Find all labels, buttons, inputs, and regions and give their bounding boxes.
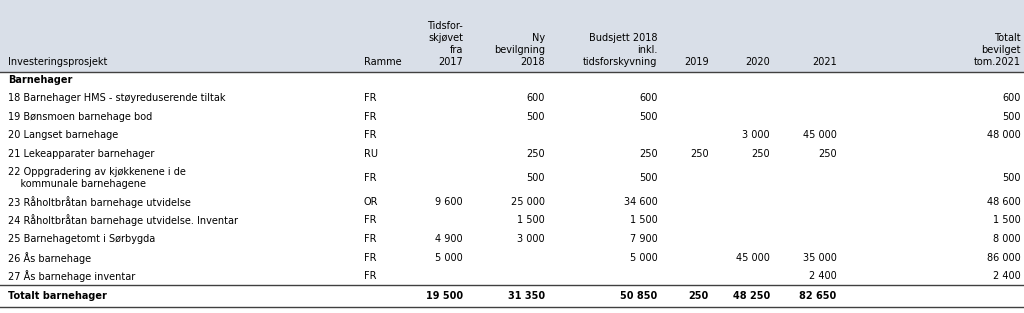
Text: 8 000: 8 000 bbox=[993, 234, 1021, 244]
Text: 19 500: 19 500 bbox=[426, 291, 463, 301]
Text: 7 900: 7 900 bbox=[630, 234, 657, 244]
Text: 2020: 2020 bbox=[745, 57, 770, 67]
Text: 9 600: 9 600 bbox=[435, 197, 463, 207]
Text: 500: 500 bbox=[639, 173, 657, 183]
Text: 250: 250 bbox=[752, 149, 770, 159]
Text: FR: FR bbox=[364, 93, 376, 103]
Text: Ramme: Ramme bbox=[364, 57, 401, 67]
Text: 31 350: 31 350 bbox=[508, 291, 545, 301]
Text: 34 600: 34 600 bbox=[624, 197, 657, 207]
Text: Totalt
bevilget
tom.2021: Totalt bevilget tom.2021 bbox=[974, 33, 1021, 67]
Text: 26 Ås barnehage: 26 Ås barnehage bbox=[8, 252, 91, 264]
Text: 82 650: 82 650 bbox=[800, 291, 837, 301]
Text: Investeringsprosjekt: Investeringsprosjekt bbox=[8, 57, 108, 67]
Text: RU: RU bbox=[364, 149, 378, 159]
Bar bbox=[0, 4, 1024, 72]
Text: 1 500: 1 500 bbox=[630, 215, 657, 225]
Text: 250: 250 bbox=[688, 291, 709, 301]
Text: 45 000: 45 000 bbox=[803, 130, 837, 140]
Text: 22 Oppgradering av kjøkkenene i de
    kommunale barnehagene: 22 Oppgradering av kjøkkenene i de kommu… bbox=[8, 167, 186, 189]
Text: Budsjett 2018
inkl.
tidsforskyvning: Budsjett 2018 inkl. tidsforskyvning bbox=[583, 33, 657, 67]
Text: Totalt barnehager: Totalt barnehager bbox=[8, 291, 108, 301]
Text: 500: 500 bbox=[526, 173, 545, 183]
Text: 23 Råholtbråtan barnehage utvidelse: 23 Råholtbråtan barnehage utvidelse bbox=[8, 196, 191, 208]
Text: FR: FR bbox=[364, 234, 376, 244]
Text: 250: 250 bbox=[690, 149, 709, 159]
Text: 500: 500 bbox=[639, 111, 657, 121]
Text: 86 000: 86 000 bbox=[987, 253, 1021, 263]
Text: Tidsfor-
skjøvet
fra
2017: Tidsfor- skjøvet fra 2017 bbox=[427, 21, 463, 67]
Text: OR: OR bbox=[364, 197, 378, 207]
Text: 1 500: 1 500 bbox=[993, 215, 1021, 225]
Text: 27 Ås barnehage inventar: 27 Ås barnehage inventar bbox=[8, 270, 135, 282]
Text: 500: 500 bbox=[1002, 173, 1021, 183]
Text: 48 250: 48 250 bbox=[733, 291, 770, 301]
Text: 1 500: 1 500 bbox=[517, 215, 545, 225]
Text: 4 900: 4 900 bbox=[435, 234, 463, 244]
Text: FR: FR bbox=[364, 111, 376, 121]
Text: FR: FR bbox=[364, 271, 376, 281]
Text: 3 000: 3 000 bbox=[742, 130, 770, 140]
Text: FR: FR bbox=[364, 173, 376, 183]
Text: 45 000: 45 000 bbox=[736, 253, 770, 263]
Bar bbox=[0, 72, 1024, 313]
Text: 2021: 2021 bbox=[812, 57, 837, 67]
Text: 25 000: 25 000 bbox=[511, 197, 545, 207]
Text: Barnehager: Barnehager bbox=[8, 75, 73, 85]
Text: 600: 600 bbox=[1002, 93, 1021, 103]
Text: 35 000: 35 000 bbox=[803, 253, 837, 263]
Text: 19 Bønsmoen barnehage bod: 19 Bønsmoen barnehage bod bbox=[8, 111, 153, 121]
Text: 48 000: 48 000 bbox=[987, 130, 1021, 140]
Text: 48 600: 48 600 bbox=[987, 197, 1021, 207]
Text: 25 Barnehagetomt i Sørbygda: 25 Barnehagetomt i Sørbygda bbox=[8, 234, 156, 244]
Text: 2 400: 2 400 bbox=[993, 271, 1021, 281]
Text: 50 850: 50 850 bbox=[621, 291, 657, 301]
Text: 5 000: 5 000 bbox=[435, 253, 463, 263]
Text: 5 000: 5 000 bbox=[630, 253, 657, 263]
Text: 500: 500 bbox=[1002, 111, 1021, 121]
Text: 250: 250 bbox=[526, 149, 545, 159]
Text: Ny
bevilgning
2018: Ny bevilgning 2018 bbox=[494, 33, 545, 67]
Text: 3 000: 3 000 bbox=[517, 234, 545, 244]
Text: 2019: 2019 bbox=[684, 57, 709, 67]
Text: FR: FR bbox=[364, 130, 376, 140]
Text: 250: 250 bbox=[639, 149, 657, 159]
Text: 500: 500 bbox=[526, 111, 545, 121]
Text: 250: 250 bbox=[818, 149, 837, 159]
Text: FR: FR bbox=[364, 215, 376, 225]
Text: 600: 600 bbox=[526, 93, 545, 103]
Text: 600: 600 bbox=[639, 93, 657, 103]
Text: FR: FR bbox=[364, 253, 376, 263]
Text: 21 Lekeapparater barnehager: 21 Lekeapparater barnehager bbox=[8, 149, 155, 159]
Text: 2 400: 2 400 bbox=[809, 271, 837, 281]
Text: 24 Råholtbråtan barnehage utvidelse. Inventar: 24 Råholtbråtan barnehage utvidelse. Inv… bbox=[8, 214, 239, 226]
Text: 18 Barnehager HMS - støyreduserende tiltak: 18 Barnehager HMS - støyreduserende tilt… bbox=[8, 93, 225, 103]
Text: 20 Langset barnehage: 20 Langset barnehage bbox=[8, 130, 119, 140]
